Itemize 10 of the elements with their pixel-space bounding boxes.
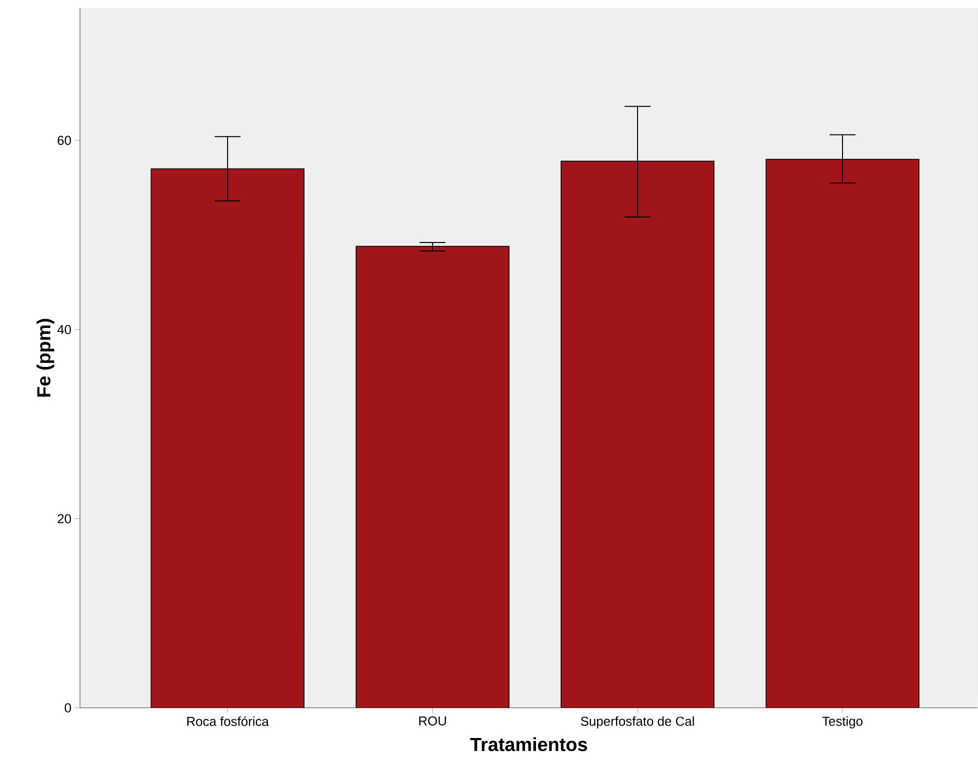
y-tick-label: 40 [57,325,71,334]
y-tick-label: 60 [58,136,71,146]
x-tick-label: Roca fosfórica [187,716,269,726]
y-axis-title: Fe (ppm) [36,319,54,397]
x-tick-label: Superfosfato de Cal [580,716,694,729]
x-axis-title: Tratamientos [470,737,588,752]
x-tick-label: ROU [419,716,446,726]
x-tick-label: Testigo [822,716,862,729]
y-tick-label: 20 [58,514,71,524]
y-tick-label: 0 [64,703,71,713]
